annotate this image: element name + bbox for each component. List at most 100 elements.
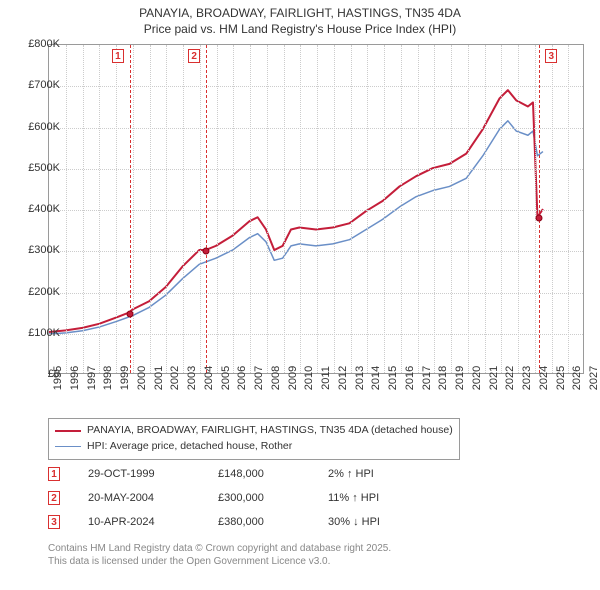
gridline-v [83, 45, 84, 373]
x-axis-label: 2027 [588, 366, 600, 390]
x-axis-label: 2008 [270, 366, 282, 390]
footer-line2: This data is licensed under the Open Gov… [48, 555, 391, 568]
transaction-delta: 11% ↑ HPI [328, 492, 428, 504]
transaction-price: £300,000 [218, 492, 328, 504]
x-axis-label: 2025 [555, 366, 567, 390]
gridline-v [317, 45, 318, 373]
x-axis-label: 2002 [169, 366, 181, 390]
title-line1: PANAYIA, BROADWAY, FAIRLIGHT, HASTINGS, … [0, 6, 600, 22]
y-axis-label: £100K [12, 327, 60, 339]
x-axis-label: 2014 [370, 366, 382, 390]
x-axis-label: 2024 [538, 366, 550, 390]
gridline-v [99, 45, 100, 373]
x-axis-label: 2007 [253, 366, 265, 390]
event-line [539, 45, 540, 373]
transaction-date: 20-MAY-2004 [88, 492, 218, 504]
x-axis-label: 2000 [136, 366, 148, 390]
y-axis-label: £700K [12, 79, 60, 91]
gridline-v [166, 45, 167, 373]
gridline-v [300, 45, 301, 373]
gridline-v [351, 45, 352, 373]
chart-container: PANAYIA, BROADWAY, FAIRLIGHT, HASTINGS, … [0, 0, 600, 590]
x-axis-label: 2021 [488, 366, 500, 390]
gridline-v [66, 45, 67, 373]
x-axis-label: 2012 [337, 366, 349, 390]
x-axis-label: 2020 [471, 366, 483, 390]
event-dot [536, 215, 543, 222]
series-line [49, 90, 543, 332]
x-axis-label: 2022 [504, 366, 516, 390]
x-axis-label: 2003 [186, 366, 198, 390]
gridline-v [250, 45, 251, 373]
gridline-v [284, 45, 285, 373]
gridline-v [535, 45, 536, 373]
gridline-v [451, 45, 452, 373]
x-axis-label: 2004 [203, 366, 215, 390]
event-line [206, 45, 207, 373]
event-line [130, 45, 131, 373]
gridline-v [217, 45, 218, 373]
gridline-v [384, 45, 385, 373]
x-axis-label: 2026 [571, 366, 583, 390]
transaction-date: 29-OCT-1999 [88, 468, 218, 480]
transaction-price: £148,000 [218, 468, 328, 480]
y-axis-label: £400K [12, 203, 60, 215]
title-line2: Price paid vs. HM Land Registry's House … [0, 22, 600, 38]
gridline-v [518, 45, 519, 373]
x-axis-label: 1997 [86, 366, 98, 390]
y-axis-label: £200K [12, 286, 60, 298]
event-dot [203, 248, 210, 255]
gridline-v [568, 45, 569, 373]
legend: PANAYIA, BROADWAY, FAIRLIGHT, HASTINGS, … [48, 418, 460, 460]
transaction-marker: 2 [48, 491, 60, 505]
gridline-v [150, 45, 151, 373]
gridline-v [418, 45, 419, 373]
x-axis-label: 2018 [437, 366, 449, 390]
x-axis-label: 2001 [153, 366, 165, 390]
plot-area: 1 2 3 [48, 44, 584, 374]
x-axis-label: 1998 [102, 366, 114, 390]
x-axis-label: 2016 [404, 366, 416, 390]
transaction-delta: 30% ↓ HPI [328, 516, 428, 528]
transaction-row: 2 20-MAY-2004£300,00011% ↑ HPI [48, 486, 428, 510]
y-axis-label: £600K [12, 121, 60, 133]
transaction-price: £380,000 [218, 516, 328, 528]
legend-swatch [55, 430, 81, 432]
x-axis-label: 1995 [52, 366, 64, 390]
legend-label: HPI: Average price, detached house, Roth… [87, 439, 292, 455]
gridline-v [434, 45, 435, 373]
footer-attribution: Contains HM Land Registry data © Crown c… [48, 542, 391, 568]
gridline-v [133, 45, 134, 373]
legend-swatch [55, 446, 81, 447]
y-axis-label: £800K [12, 38, 60, 50]
gridline-v [501, 45, 502, 373]
gridline-v [267, 45, 268, 373]
transaction-delta: 2% ↑ HPI [328, 468, 428, 480]
gridline-v [552, 45, 553, 373]
event-marker: 3 [545, 49, 557, 63]
legend-item: PANAYIA, BROADWAY, FAIRLIGHT, HASTINGS, … [55, 423, 453, 439]
gridline-v [468, 45, 469, 373]
x-axis-label: 2005 [220, 366, 232, 390]
legend-label: PANAYIA, BROADWAY, FAIRLIGHT, HASTINGS, … [87, 423, 453, 439]
legend-item: HPI: Average price, detached house, Roth… [55, 439, 453, 455]
x-axis-label: 2009 [287, 366, 299, 390]
gridline-v [485, 45, 486, 373]
gridline-v [116, 45, 117, 373]
event-marker: 1 [112, 49, 124, 63]
event-marker: 2 [188, 49, 200, 63]
x-axis-label: 2013 [354, 366, 366, 390]
x-axis-label: 1999 [119, 366, 131, 390]
x-axis-label: 1996 [69, 366, 81, 390]
transaction-row: 129-OCT-1999£148,0002% ↑ HPI [48, 462, 428, 486]
gridline-v [233, 45, 234, 373]
transaction-row: 3 10-APR-2024£380,00030% ↓ HPI [48, 510, 428, 534]
x-axis-label: 2017 [421, 366, 433, 390]
transaction-date: 10-APR-2024 [88, 516, 218, 528]
x-axis-label: 2019 [454, 366, 466, 390]
x-axis-label: 2006 [236, 366, 248, 390]
gridline-v [367, 45, 368, 373]
x-axis-label: 2015 [387, 366, 399, 390]
transaction-marker: 3 [48, 515, 60, 529]
chart-title: PANAYIA, BROADWAY, FAIRLIGHT, HASTINGS, … [0, 0, 600, 37]
